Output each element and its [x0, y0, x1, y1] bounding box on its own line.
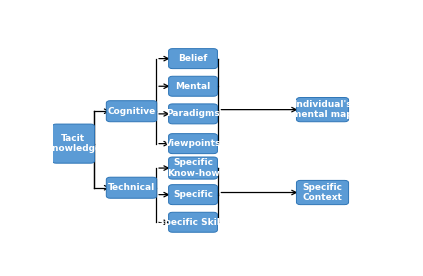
FancyBboxPatch shape [169, 76, 217, 96]
Text: Tacit
Knowledge: Tacit Knowledge [45, 134, 102, 153]
FancyBboxPatch shape [106, 177, 157, 198]
FancyBboxPatch shape [297, 181, 349, 205]
FancyBboxPatch shape [169, 212, 217, 232]
FancyBboxPatch shape [169, 185, 217, 205]
Text: Specific
Context: Specific Context [302, 183, 343, 202]
Text: Cognitive: Cognitive [107, 107, 156, 116]
FancyBboxPatch shape [169, 104, 217, 124]
Text: Technical: Technical [108, 183, 155, 192]
Text: Specific Skills: Specific Skills [158, 218, 228, 227]
FancyBboxPatch shape [169, 157, 217, 179]
FancyBboxPatch shape [106, 101, 157, 122]
Text: Individual's
mental map: Individual's mental map [292, 100, 353, 119]
Text: Mental: Mental [176, 82, 211, 91]
Text: Paradigms: Paradigms [166, 109, 220, 118]
FancyBboxPatch shape [52, 124, 94, 163]
Text: Belief: Belief [179, 54, 208, 63]
Text: Specific
Know-how: Specific Know-how [167, 158, 220, 178]
Text: Viewpoints: Viewpoints [165, 139, 221, 148]
FancyBboxPatch shape [169, 134, 217, 154]
FancyBboxPatch shape [297, 97, 349, 122]
FancyBboxPatch shape [169, 49, 217, 69]
Text: Specific: Specific [173, 190, 213, 199]
